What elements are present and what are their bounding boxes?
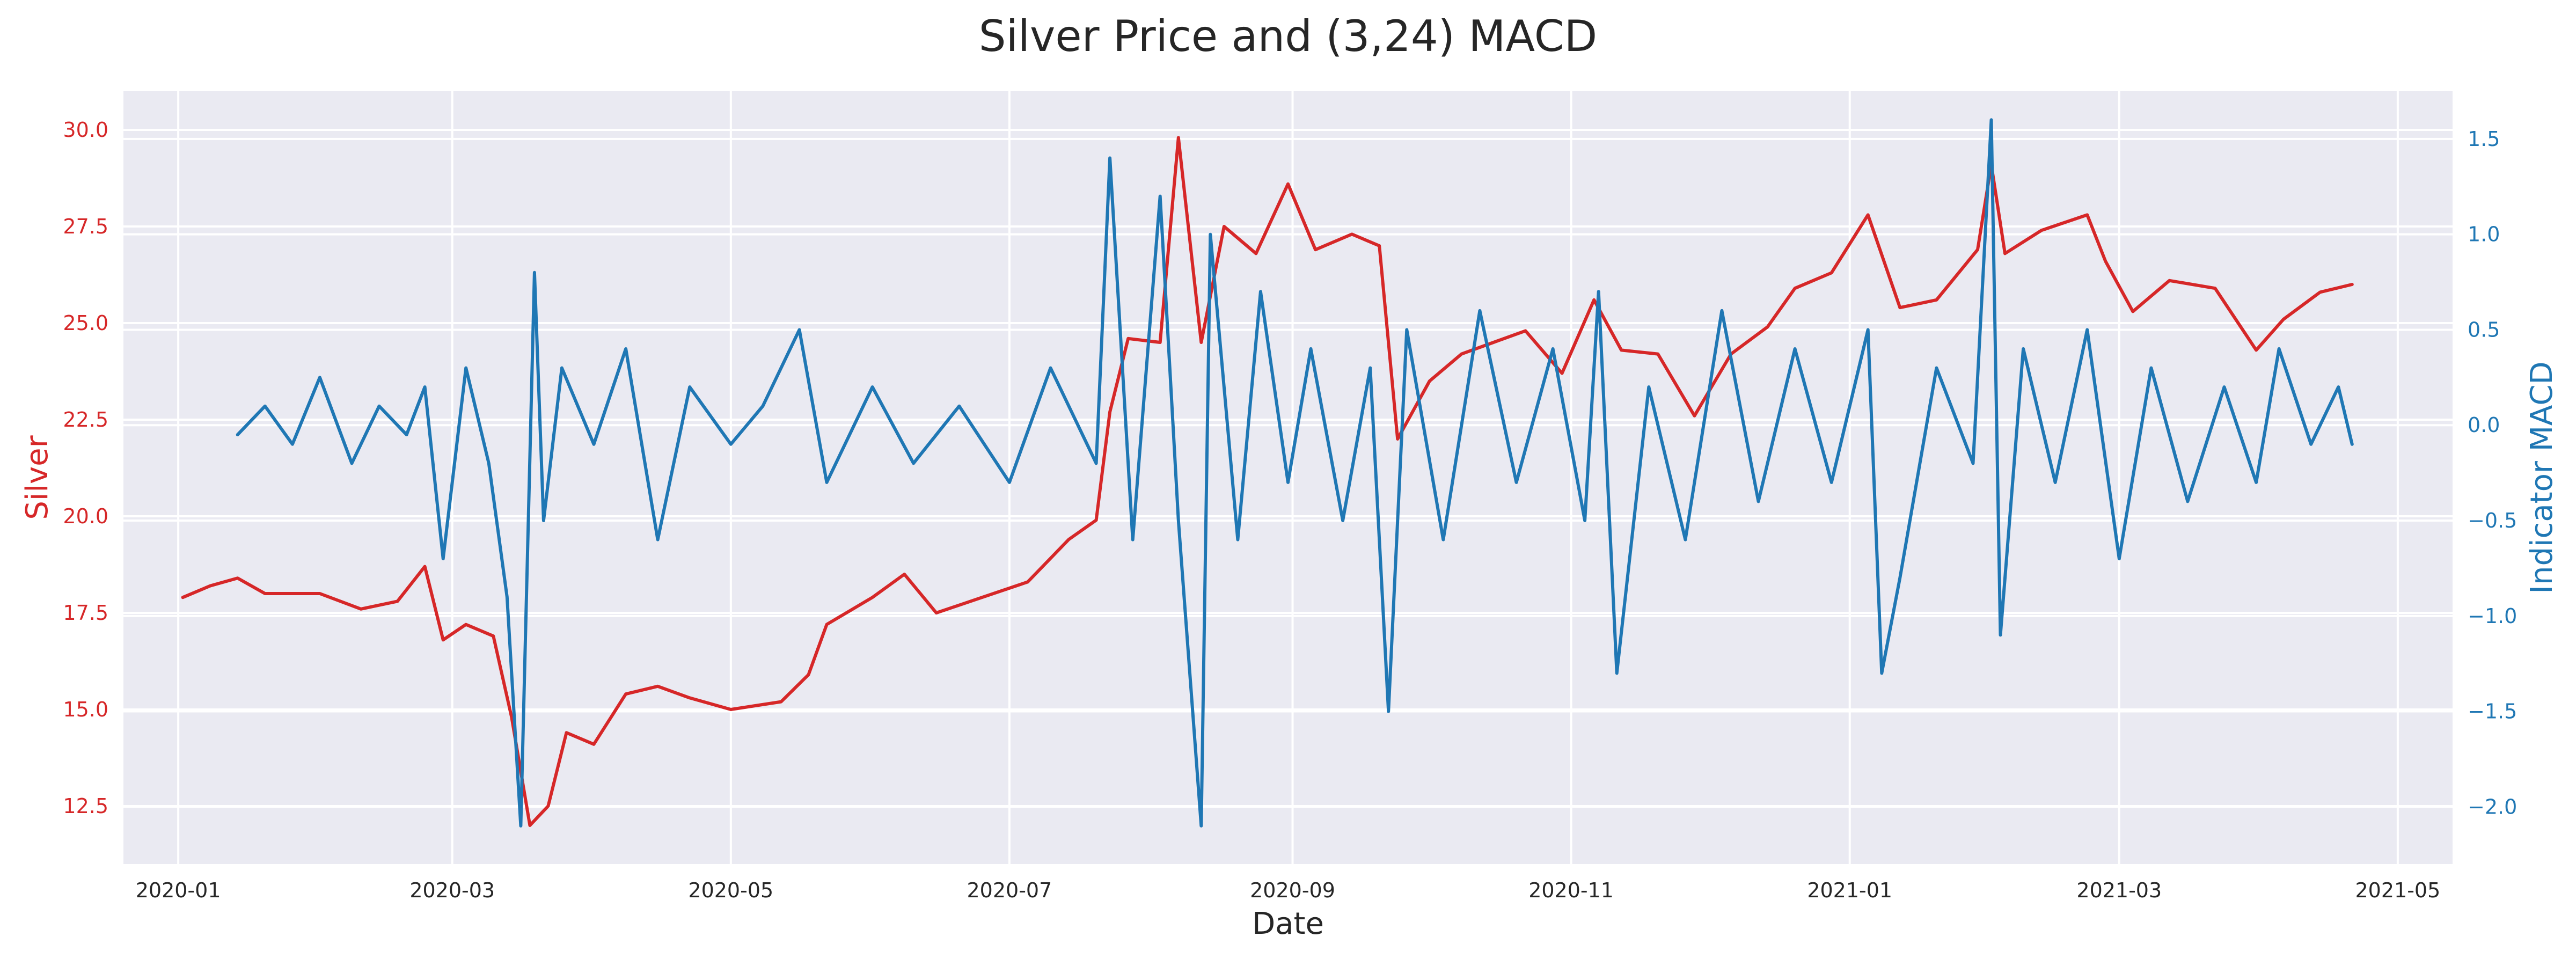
x-axis-label: Date [1252,906,1324,941]
right-tick-label: −0.5 [2468,509,2517,532]
left-y-axis: 12.5 15.0 17.5 20.0 22.5 25.0 27.5 30.0 [63,118,108,818]
right-tick-label: 1.5 [2468,127,2500,151]
series-layer [181,118,2354,828]
x-tick-label: 2021-01 [1807,879,1892,902]
right-tick-label: 0.0 [2468,413,2500,437]
grid-lines [123,91,2453,864]
right-tick-label: 1.0 [2468,223,2500,246]
left-tick-label: 17.5 [63,601,108,625]
left-tick-label: 27.5 [63,215,108,238]
x-tick-label: 2020-11 [1528,879,1614,902]
left-tick-label: 25.0 [63,311,108,335]
right-y-axis: −2.0 −1.5 −1.0 −0.5 0.0 0.5 1.0 1.5 [2468,127,2517,818]
left-tick-label: 12.5 [63,794,108,818]
x-tick-label: 2020-03 [409,879,495,902]
right-tick-label: 0.5 [2468,318,2500,341]
x-tick-label: 2020-07 [967,879,1052,902]
x-axis: 2020-01 2020-03 2020-05 2020-07 2020-09 2020-… [136,879,2441,902]
macd-indicator-line [236,118,2354,828]
silver-price-line [181,136,2354,827]
x-tick-label: 2021-03 [2076,879,2162,902]
x-tick-label: 2020-01 [136,879,221,902]
left-tick-label: 20.0 [63,504,108,528]
x-tick-label: 2020-05 [688,879,773,902]
left-tick-label: 15.0 [63,698,108,721]
left-y-axis-label: Silver [20,435,55,519]
right-y-axis-label: Indicator MACD [2524,361,2559,594]
chart-title: Silver Price and (3,24) MACD [979,11,1597,61]
right-tick-label: −2.0 [2468,795,2517,818]
x-tick-label: 2020-09 [1250,879,1335,902]
right-tick-label: −1.5 [2468,700,2517,723]
left-tick-label: 30.0 [63,118,108,142]
x-tick-label: 2021-05 [2355,879,2440,902]
right-tick-label: −1.0 [2468,604,2517,628]
left-tick-label: 22.5 [63,408,108,431]
